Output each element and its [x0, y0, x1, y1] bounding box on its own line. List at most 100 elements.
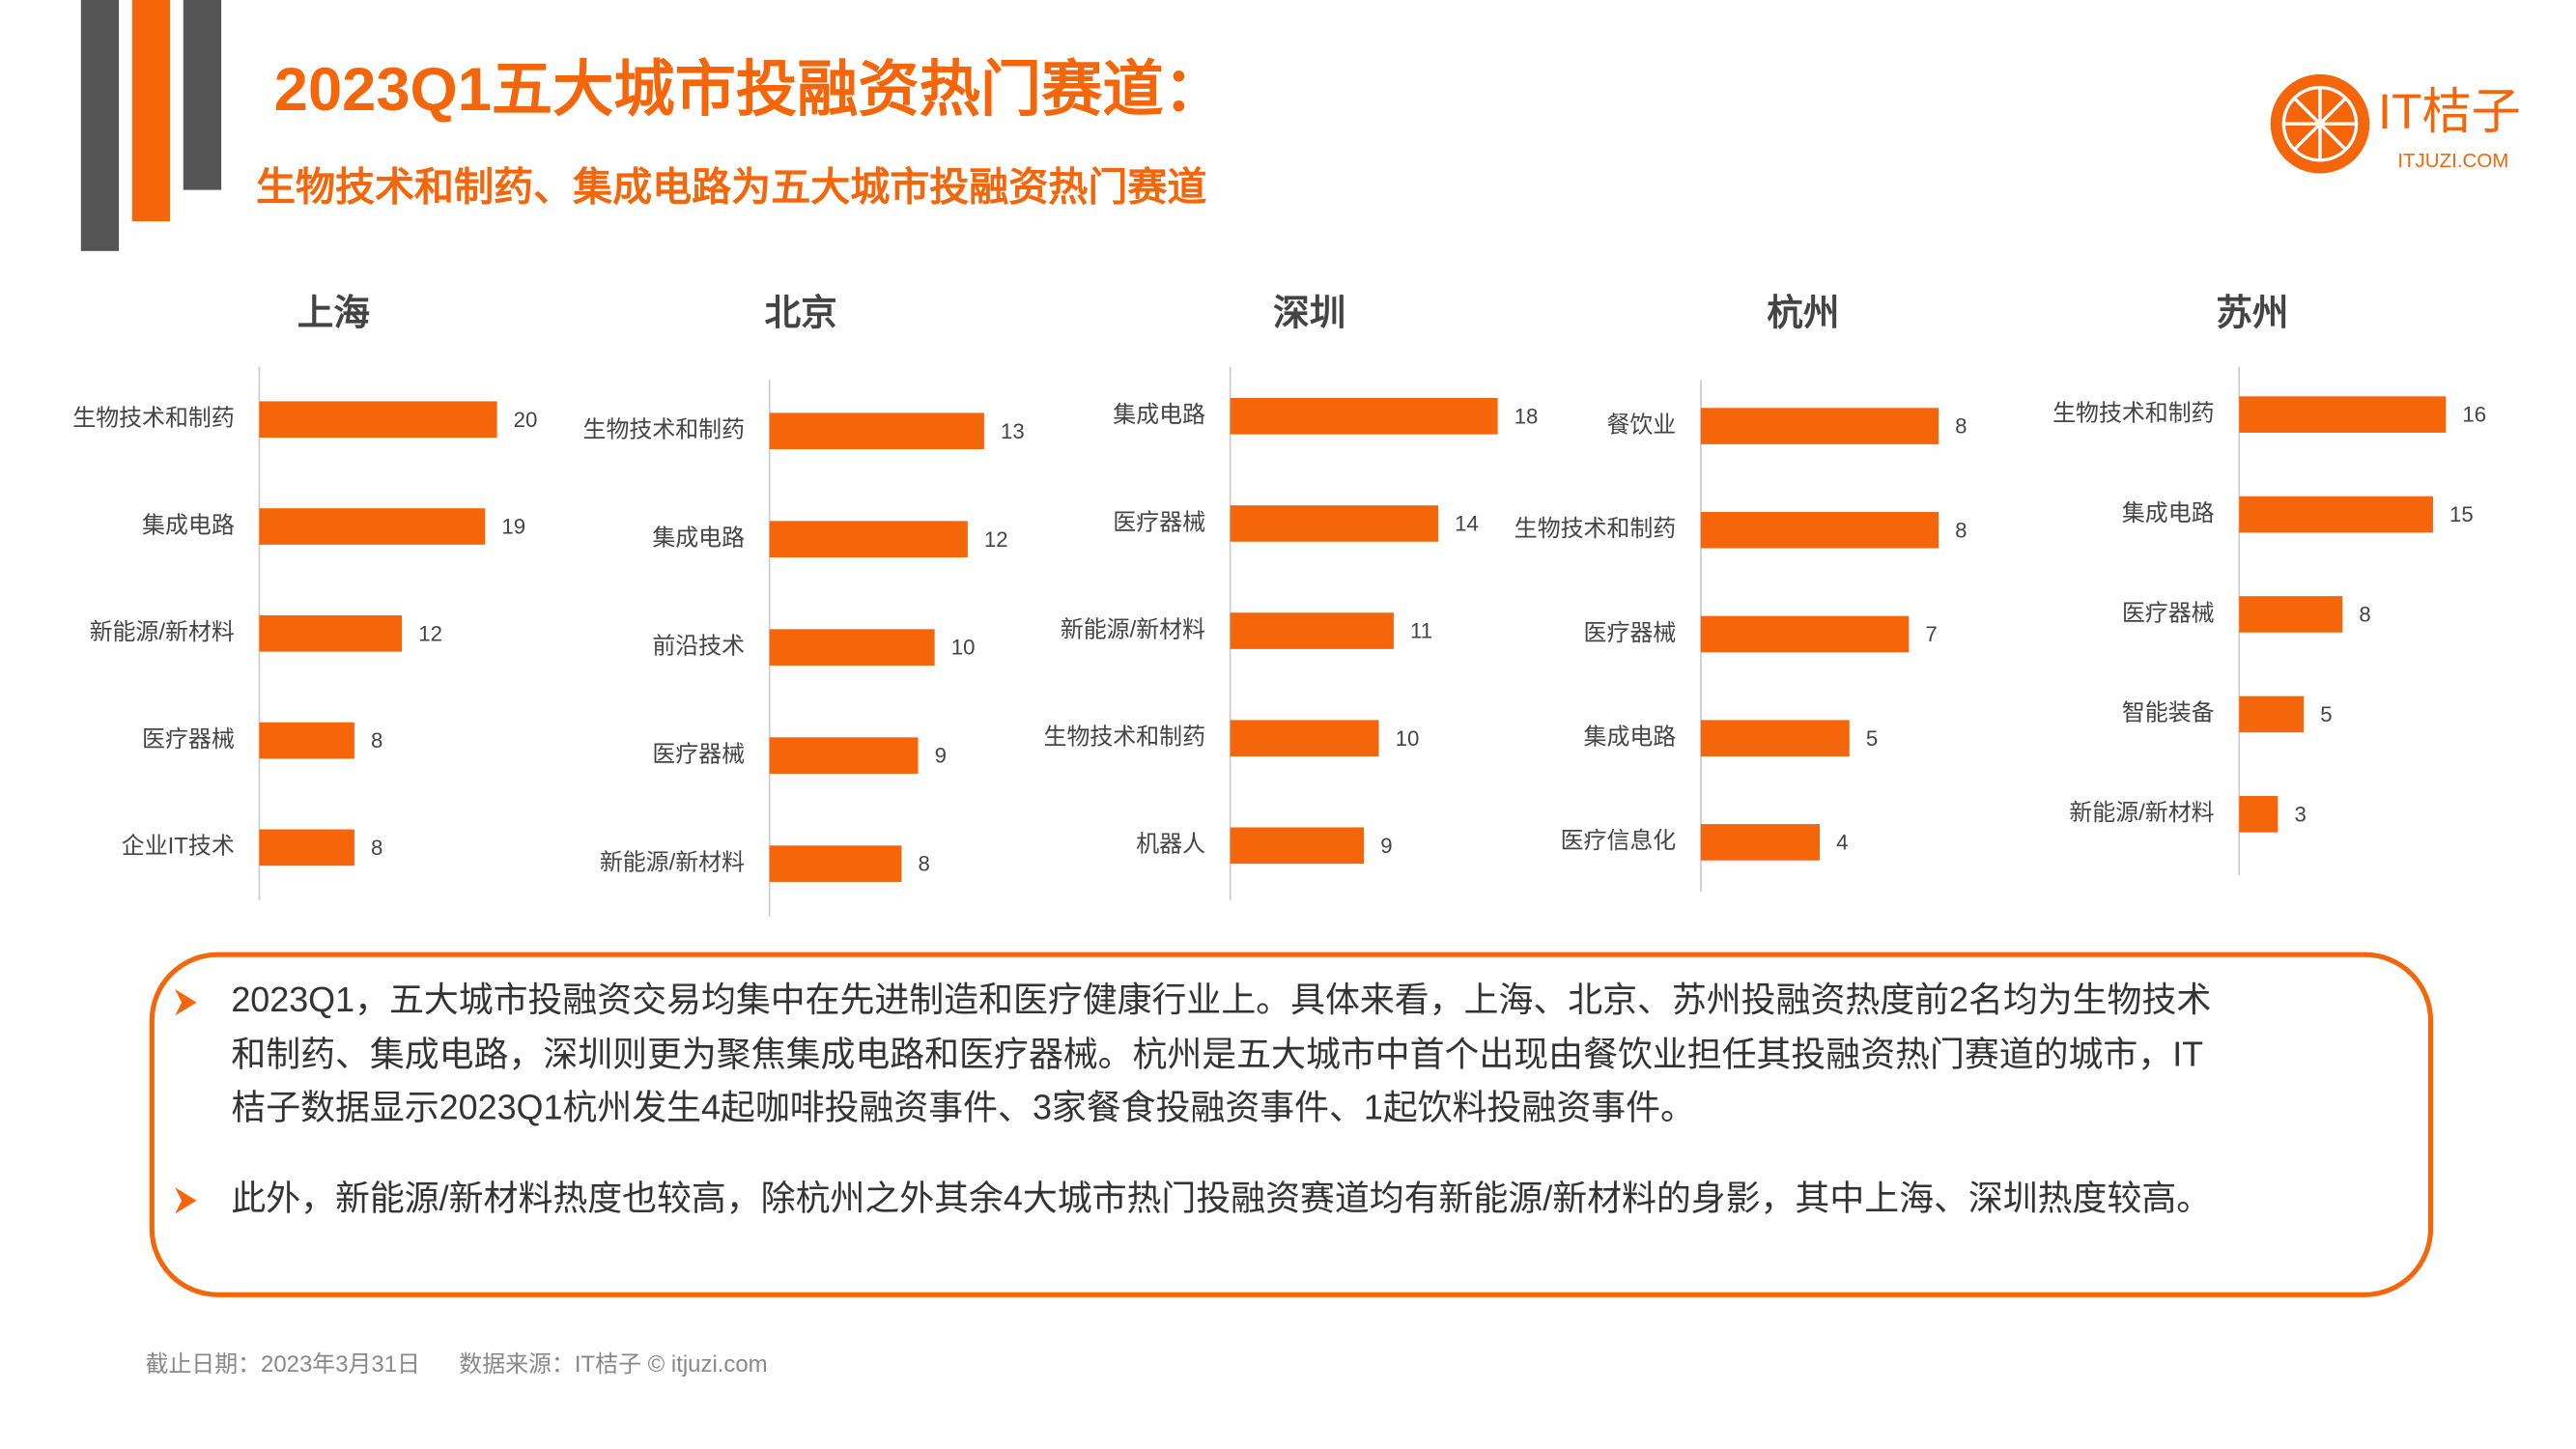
- category-label: 医疗器械: [652, 741, 745, 767]
- bar: [259, 829, 354, 867]
- bar: [1230, 398, 1498, 435]
- decor-bar: [183, 0, 222, 190]
- value-label: 5: [1866, 726, 1878, 751]
- category-label: 餐饮业: [1606, 412, 1676, 438]
- subtitle: 生物技术和制药、集成电路为五大城市投融资热门赛道: [256, 164, 1206, 209]
- decor-bar: [80, 0, 120, 251]
- bar: [259, 508, 486, 545]
- value-label: 20: [514, 408, 538, 432]
- value-label: 8: [1955, 518, 1967, 542]
- bullet-arrow: [175, 989, 197, 1016]
- chart-title: 杭州: [1767, 292, 1839, 332]
- bar: [1700, 824, 1820, 861]
- value-label: 10: [1396, 726, 1420, 751]
- category-label: 生物技术和制药: [583, 417, 745, 443]
- value-label: 18: [1514, 404, 1539, 428]
- category-label: 生物技术和制药: [1044, 724, 1205, 751]
- value-label: 8: [371, 728, 382, 753]
- bar: [2239, 796, 2279, 833]
- bar: [1230, 612, 1394, 649]
- value-label: 14: [1455, 512, 1479, 536]
- category-label: 集成电路: [1584, 724, 1677, 751]
- category-label: 企业IT技术: [122, 834, 235, 860]
- bar: [1700, 408, 1939, 444]
- category-label: 医疗器械: [2122, 600, 2215, 626]
- note-text: 此外，新能源/新材料热度也较高，除杭州之外其余4大城市热门投融资赛道均有新能源/…: [231, 1179, 2211, 1217]
- category-label: 医疗信息化: [1561, 828, 1677, 854]
- value-label: 10: [951, 636, 976, 660]
- category-label: 智能装备: [2122, 700, 2215, 726]
- logo-icon: [2283, 87, 2357, 160]
- category-label: 新能源/新材料: [600, 849, 745, 875]
- category-label: 医疗器械: [1113, 509, 1205, 535]
- chart-title: 北京: [765, 292, 837, 332]
- bar: [2239, 696, 2305, 733]
- category-label: 新能源/新材料: [90, 619, 235, 645]
- value-label: 8: [2359, 603, 2370, 627]
- category-label: 医疗器械: [142, 726, 235, 753]
- bar: [1230, 505, 1439, 542]
- bar: [769, 521, 968, 557]
- value-label: 4: [1836, 830, 1848, 854]
- category-label: 生物技术和制药: [72, 406, 234, 432]
- note-text: 2023Q1，五大城市投融资交易均集中在先进制造和医疗健康行业上。具体来看，上海…: [231, 980, 2211, 1019]
- category-label: 新能源/新材料: [2069, 800, 2214, 826]
- bar: [1700, 615, 1910, 653]
- value-label: 8: [371, 836, 382, 860]
- value-label: 15: [2449, 502, 2474, 526]
- category-label: 集成电路: [142, 512, 235, 538]
- value-label: 5: [2320, 702, 2332, 726]
- bar: [259, 401, 497, 439]
- value-label: 16: [2462, 403, 2486, 427]
- bar: [769, 845, 902, 882]
- bar: [259, 722, 354, 759]
- bar: [769, 629, 935, 666]
- value-label: 12: [984, 527, 1008, 552]
- category-label: 集成电路: [652, 526, 745, 552]
- logo-name: IT桔子: [2378, 84, 2521, 139]
- chart-title: 苏州: [2216, 292, 2288, 332]
- decor-bar: [131, 0, 171, 222]
- chart-title: 上海: [297, 292, 370, 332]
- category-label: 集成电路: [1113, 402, 1205, 428]
- logo: IT桔子 ITJUZI.COM: [2270, 73, 2521, 174]
- category-label: 集成电路: [2122, 500, 2215, 526]
- value-label: 8: [919, 852, 930, 876]
- value-label: 3: [2294, 802, 2306, 826]
- bar: [1230, 720, 1379, 756]
- value-label: 13: [1001, 419, 1025, 443]
- value-label: 9: [935, 744, 947, 768]
- value-label: 7: [1925, 622, 1937, 646]
- value-label: 9: [1380, 834, 1392, 858]
- category-label: 前沿技术: [652, 633, 745, 659]
- category-label: 机器人: [1136, 832, 1205, 858]
- bar: [2239, 396, 2447, 433]
- bar: [1700, 720, 1850, 756]
- bar: [2239, 596, 2343, 633]
- footer-date: 截止日期：2023年3月31日: [145, 1351, 420, 1378]
- bar: [1700, 511, 1939, 549]
- note-text: 桔子数据显示2023Q1杭州发生4起咖啡投融资事件、3家餐食投融资事件、1起饮料…: [231, 1088, 1695, 1126]
- chart-title: 深圳: [1273, 292, 1345, 332]
- category-label: 生物技术和制药: [2052, 400, 2214, 426]
- title: 2023Q1五大城市投融资热门赛道：: [274, 56, 1225, 124]
- category-label: 新能源/新材料: [1061, 616, 1205, 642]
- note-text: 和制药、集成电路，深圳则更为聚焦集成电路和医疗器械。杭州是五大城市中首个出现由餐…: [231, 1036, 2203, 1074]
- value-label: 11: [1410, 619, 1432, 643]
- footer-source: 数据来源：IT桔子 © itjuzi.com: [459, 1351, 767, 1378]
- bar: [769, 737, 919, 774]
- category-label: 生物技术和制药: [1514, 516, 1676, 542]
- value-label: 12: [418, 621, 442, 645]
- category-label: 医疗器械: [1584, 620, 1677, 646]
- bullet-arrow: [175, 1187, 197, 1214]
- bar: [2239, 496, 2433, 533]
- value-label: 19: [501, 515, 525, 539]
- value-label: 8: [1955, 414, 1967, 439]
- logo-url: ITJUZI.COM: [2397, 150, 2508, 172]
- bar: [1230, 827, 1365, 865]
- bar: [259, 614, 403, 652]
- notes-box: [149, 952, 2434, 1297]
- bar: [769, 412, 984, 450]
